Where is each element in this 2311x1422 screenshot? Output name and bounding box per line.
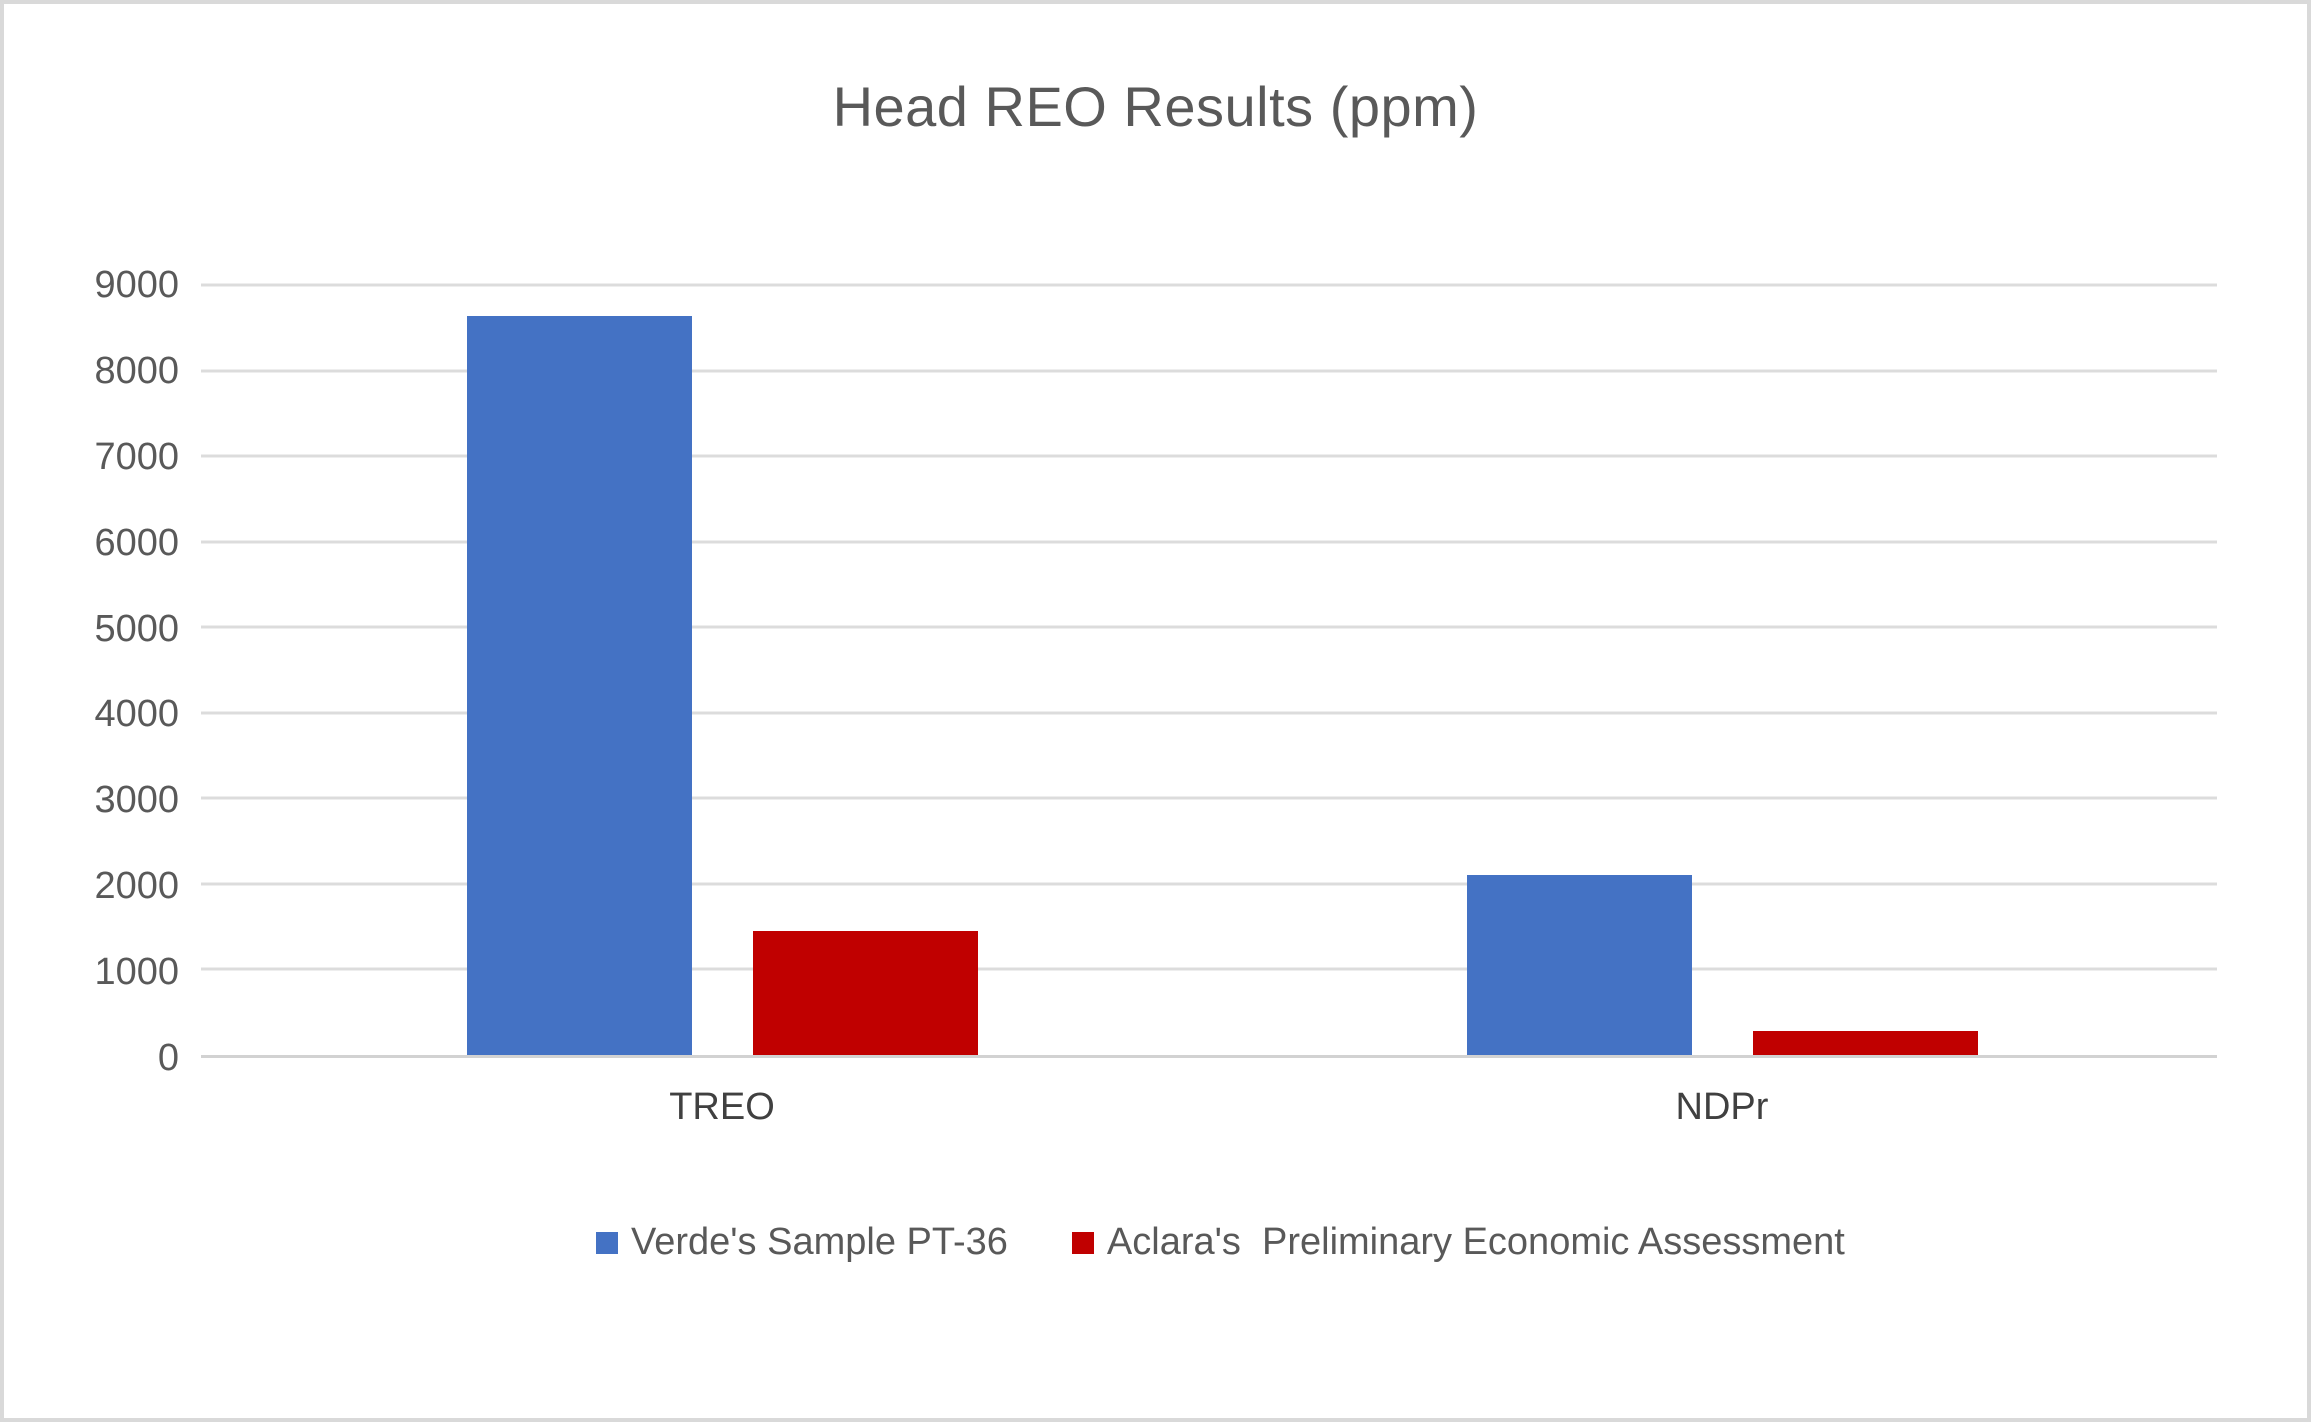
legend: Verde's Sample PT-36 Aclara's Preliminary… — [596, 1220, 1845, 1266]
grid-line — [201, 882, 2217, 886]
grid-line — [201, 540, 2217, 544]
y-axis-tick-label: 5000 — [94, 607, 179, 650]
legend-item-1: Aclara's Preliminary Economic Assessment — [1071, 1220, 1845, 1266]
plot-area — [201, 283, 2217, 1058]
grid-line — [201, 796, 2217, 800]
grid-line — [201, 283, 2217, 287]
x-axis: TREO NDPr — [4, 1086, 2307, 1136]
legend-label: Verde's Sample PT-36 — [631, 1221, 1008, 1263]
legend-swatch-icon — [596, 1231, 618, 1254]
y-axis-tick-label: 2000 — [94, 865, 179, 908]
grid-line — [201, 454, 2217, 458]
bar-ndpr-series-0 — [1466, 874, 1692, 1055]
bar-treo-series-0 — [466, 316, 692, 1055]
grid-line — [201, 369, 2217, 373]
grid-line — [201, 625, 2217, 629]
chart-title: Head REO Results (ppm) — [832, 75, 1479, 138]
category-label-treo: TREO — [669, 1086, 775, 1128]
legend-item-0: Verde's Sample PT-36 — [596, 1220, 1008, 1266]
legend-label: Aclara's Preliminary Economic Assessment — [1106, 1221, 1845, 1263]
category-label-ndpr: NDPr — [1675, 1086, 1769, 1128]
y-axis-tick-label: 3000 — [94, 779, 179, 822]
y-axis-tick-label: 0 — [157, 1037, 179, 1079]
y-axis: 0 1000 2000 3000 4000 5000 6000 7000 8000 9000 — [4, 266, 179, 1077]
bar-treo-series-1 — [752, 931, 978, 1055]
grid-line — [201, 711, 2217, 715]
legend-swatch-icon — [1071, 1231, 1094, 1254]
y-axis-tick-label: 1000 — [94, 951, 179, 994]
y-axis-tick-label: 4000 — [94, 693, 179, 736]
grid-line — [201, 967, 2217, 971]
bar-ndpr-series-1 — [1752, 1030, 1978, 1055]
y-axis-tick-label: 7000 — [94, 435, 179, 478]
y-axis-tick-label: 6000 — [94, 521, 179, 564]
y-axis-tick-label: 9000 — [94, 264, 179, 306]
y-axis-tick-label: 8000 — [94, 349, 179, 392]
